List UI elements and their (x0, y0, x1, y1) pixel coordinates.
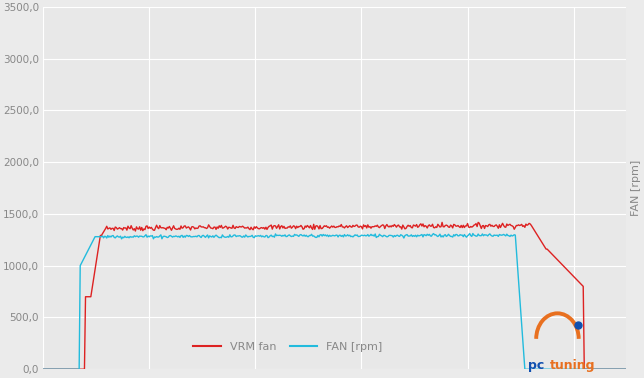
Text: tuning: tuning (550, 359, 595, 372)
Y-axis label: FAN [rpm]: FAN [rpm] (631, 160, 641, 216)
Text: pc: pc (528, 359, 544, 372)
Legend: VRM fan, FAN [rpm]: VRM fan, FAN [rpm] (189, 338, 387, 356)
